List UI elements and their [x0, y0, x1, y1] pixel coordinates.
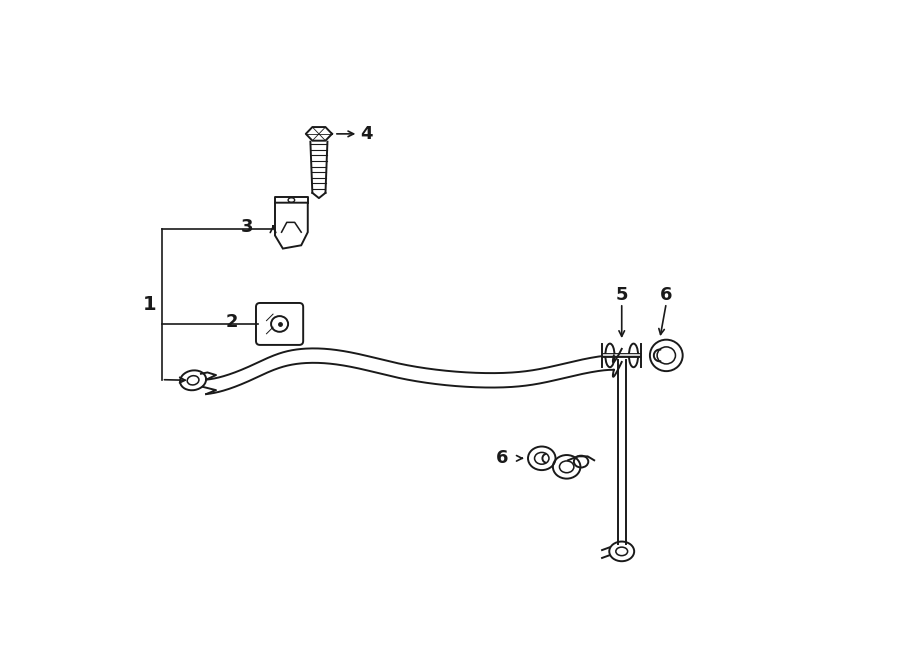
- Polygon shape: [306, 127, 332, 141]
- Text: 6: 6: [660, 286, 672, 304]
- Text: 6: 6: [496, 449, 508, 467]
- Text: 3: 3: [241, 218, 254, 236]
- Text: 4: 4: [361, 125, 373, 143]
- Text: 2: 2: [226, 313, 239, 331]
- Text: 5: 5: [616, 286, 628, 304]
- Text: 1: 1: [143, 295, 157, 314]
